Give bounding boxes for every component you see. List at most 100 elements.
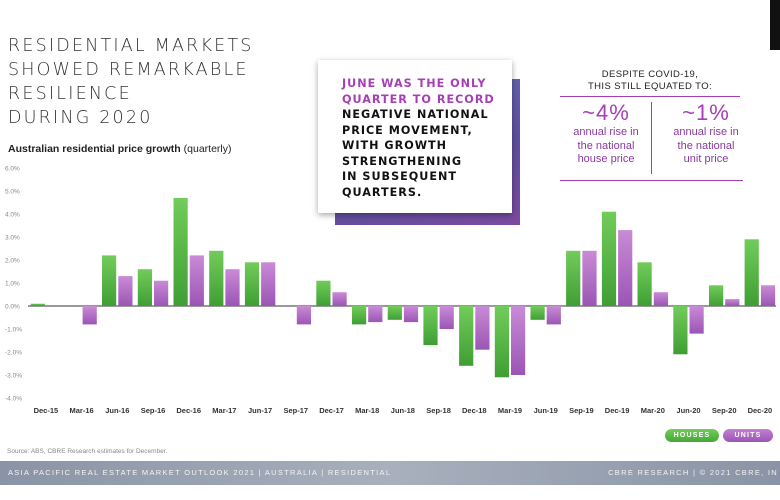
units-bar-dec-18 bbox=[475, 306, 490, 350]
x-tick-label: Jun-18 bbox=[391, 406, 415, 415]
x-tick-label: Dec-17 bbox=[319, 406, 344, 415]
x-tick-label: Sep-19 bbox=[569, 406, 594, 415]
houses-bar-dec-19 bbox=[601, 211, 617, 306]
units-bar-dec-16 bbox=[189, 255, 204, 306]
x-tick-label: Sep-18 bbox=[426, 406, 451, 415]
footer-left-text: ASIA PACIFIC REAL ESTATE MARKET OUTLOOK … bbox=[8, 468, 392, 477]
callout-box: JUNE WAS THE ONLY QUARTER TO RECORD NEGATI… bbox=[318, 60, 512, 213]
headline-line: SHOWED REMARKABLE bbox=[8, 60, 249, 80]
units-bar-jun-19 bbox=[546, 306, 561, 325]
headline-line: DURING 2020 bbox=[8, 108, 153, 128]
houses-bar-dec-20 bbox=[744, 239, 759, 306]
x-tick-label: Mar-17 bbox=[212, 406, 236, 415]
y-tick-label: 1.0% bbox=[5, 281, 20, 288]
source-note: Source: ABS, CBRE Research estimates for… bbox=[7, 448, 168, 455]
x-tick-label: Dec-18 bbox=[462, 406, 487, 415]
houses-bar-dec-18 bbox=[459, 306, 474, 366]
stats-heading: DESPITE COVID-19, THIS STILL EQUATED TO: bbox=[560, 69, 740, 93]
units-bar-sep-19 bbox=[582, 250, 597, 306]
houses-bar-sep-20 bbox=[709, 285, 724, 306]
y-tick-label: -3.0% bbox=[5, 373, 22, 380]
house-price-stat-desc: annual rise in bbox=[573, 126, 639, 138]
units-bar-mar-16 bbox=[82, 306, 97, 325]
y-tick-label: 3.0% bbox=[5, 235, 20, 242]
corner-tab bbox=[770, 0, 780, 50]
units-bar-mar-20 bbox=[653, 292, 668, 306]
x-tick-label: Dec-15 bbox=[34, 406, 59, 415]
x-tick-label: Sep-16 bbox=[141, 406, 166, 415]
x-tick-label: Dec-19 bbox=[605, 406, 630, 415]
y-tick-label: 6.0% bbox=[5, 166, 20, 173]
house-price-stat-value: ~4% bbox=[582, 100, 630, 125]
stats-heading-line: THIS STILL EQUATED TO: bbox=[587, 81, 713, 92]
x-tick-label: Mar-18 bbox=[355, 406, 379, 415]
chart-title-main: Australian residential price growth bbox=[8, 143, 181, 155]
houses-bar-dec-16 bbox=[173, 197, 188, 306]
legend-houses: HOUSES bbox=[665, 429, 719, 442]
headline-line: RESIDENTIAL MARKETS bbox=[8, 36, 254, 56]
houses-bar-mar-17 bbox=[209, 250, 224, 306]
callout-line: IN SUBSEQUENT bbox=[342, 170, 458, 183]
page-headline: RESIDENTIAL MARKETS SHOWED REMARKABLE RESI… bbox=[8, 34, 254, 130]
x-tick-label: Sep-17 bbox=[283, 406, 308, 415]
callout-line: WITH GROWTH bbox=[342, 139, 448, 152]
units-bar-mar-18 bbox=[368, 306, 383, 323]
houses-bar-jun-18 bbox=[387, 306, 402, 320]
units-bar-dec-17 bbox=[332, 292, 347, 306]
y-tick-label: 4.0% bbox=[5, 212, 20, 219]
footer-right-text: CBRE RESEARCH | © 2021 CBRE, IN bbox=[608, 468, 778, 477]
legend-units: UNITS bbox=[723, 429, 773, 442]
houses-bar-mar-20 bbox=[637, 262, 652, 306]
x-tick-label: Sep-20 bbox=[712, 406, 737, 415]
y-tick-label: -1.0% bbox=[5, 327, 22, 334]
units-bar-dec-20 bbox=[760, 285, 776, 306]
units-bar-sep-18 bbox=[439, 306, 454, 329]
house-price-stat-desc: house price bbox=[577, 153, 635, 165]
units-bar-dec-19 bbox=[618, 230, 633, 306]
x-tick-label: Dec-20 bbox=[748, 406, 773, 415]
callout-line: PRICE MOVEMENT, bbox=[342, 123, 473, 137]
houses-bar-jun-16 bbox=[102, 255, 117, 306]
units-bar-mar-17 bbox=[225, 269, 240, 306]
y-tick-label: 0.0% bbox=[5, 304, 20, 311]
callout-line: QUARTERS. bbox=[342, 185, 423, 199]
houses-bar-dec-15 bbox=[30, 303, 45, 306]
unit-price-stat: ~1% annual rise in the national unit pri… bbox=[661, 100, 751, 167]
units-bar-mar-19 bbox=[511, 306, 526, 375]
x-tick-label: Jun-20 bbox=[676, 406, 700, 415]
units-bar-sep-16 bbox=[154, 280, 169, 306]
houses-bar-jun-20 bbox=[673, 306, 688, 355]
y-tick-label: 5.0% bbox=[5, 189, 20, 196]
houses-bar-jun-19 bbox=[530, 306, 545, 320]
house-price-stat: ~4% annual rise in the national house pr… bbox=[561, 100, 651, 167]
price-growth-chart: 6.0% 5.0% 4.0% 3.0% 2.0% 1.0% 0.0% -1.0% -2.0% -3… bbox=[5, 166, 776, 415]
callout-line: QUARTER TO RECORD bbox=[342, 92, 495, 106]
callout-line: STRENGTHENING bbox=[342, 154, 463, 168]
callout-line: NEGATIVE NATIONAL bbox=[342, 108, 489, 121]
houses-bar-mar-18 bbox=[352, 306, 367, 325]
unit-price-stat-desc: unit price bbox=[683, 153, 729, 165]
units-bar-sep-20 bbox=[725, 299, 740, 306]
houses-bar-dec-17 bbox=[316, 280, 331, 306]
x-tick-label: Dec-16 bbox=[176, 406, 201, 415]
x-tick-label: Mar-19 bbox=[498, 406, 522, 415]
units-bar-jun-17 bbox=[261, 262, 276, 306]
unit-price-stat-value: ~1% bbox=[682, 100, 730, 125]
units-bar-sep-17 bbox=[296, 306, 311, 325]
y-tick-label: -4.0% bbox=[5, 396, 22, 403]
houses-bar-jun-17 bbox=[244, 262, 260, 306]
x-tick-label: Mar-16 bbox=[70, 406, 94, 415]
unit-price-stat-desc: annual rise in bbox=[673, 126, 739, 138]
unit-price-stat-desc: the national bbox=[677, 139, 735, 152]
chart-title: Australian residential price growth (qua… bbox=[8, 143, 232, 155]
x-tick-label: Mar-20 bbox=[641, 406, 665, 415]
units-bar-jun-18 bbox=[403, 306, 419, 323]
houses-bar-sep-16 bbox=[137, 269, 152, 306]
stats-divider bbox=[651, 102, 652, 174]
units-bar-jun-16 bbox=[118, 276, 133, 306]
houses-bar-sep-19 bbox=[566, 250, 581, 306]
chart-title-note: (quarterly) bbox=[183, 143, 232, 155]
stats-heading-line: DESPITE COVID-19, bbox=[601, 69, 699, 80]
houses-bar-mar-19 bbox=[494, 306, 509, 378]
house-price-stat-desc: the national bbox=[577, 139, 635, 152]
